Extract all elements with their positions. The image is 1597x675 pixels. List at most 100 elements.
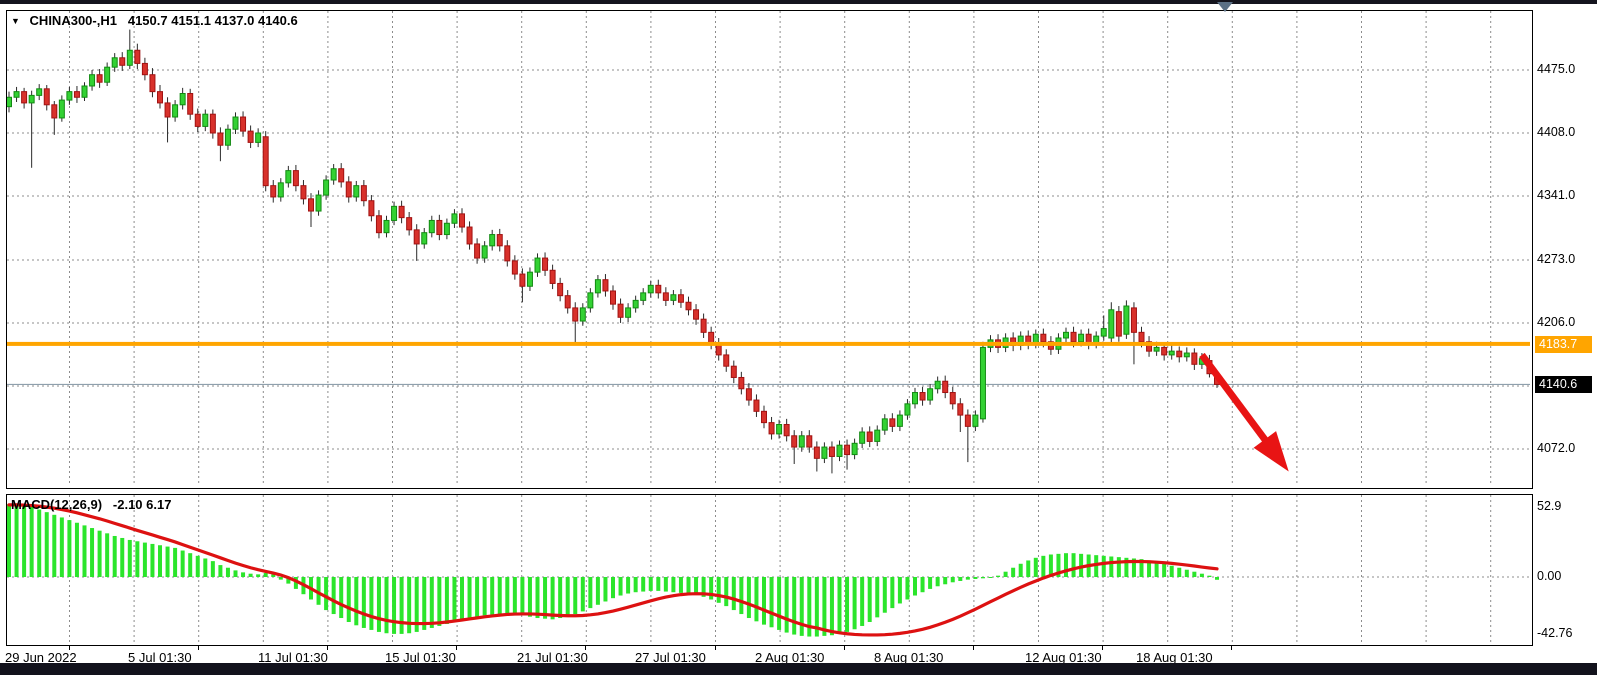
macd-bar bbox=[988, 577, 993, 578]
time-axis-label: 15 Jul 01:30 bbox=[385, 650, 456, 665]
candle-bearish bbox=[496, 234, 503, 247]
candle-bearish bbox=[866, 431, 873, 442]
candle-bearish bbox=[730, 365, 737, 378]
macd-bar bbox=[188, 553, 193, 577]
macd-bar bbox=[905, 577, 910, 600]
macd-bar bbox=[339, 577, 344, 619]
candle-bearish bbox=[187, 93, 194, 115]
macd-bar bbox=[256, 574, 261, 577]
candle-bullish bbox=[851, 442, 858, 456]
macd-bar bbox=[384, 577, 389, 634]
macd-bar bbox=[814, 577, 819, 637]
chart-shift-marker-icon[interactable] bbox=[1217, 2, 1233, 12]
time-axis-label: 29 Jun 2022 bbox=[5, 650, 77, 665]
candle-bearish bbox=[217, 132, 224, 146]
candle-bearish bbox=[73, 91, 80, 98]
candle-bearish bbox=[791, 435, 798, 448]
macd-bar bbox=[241, 572, 246, 577]
symbol-dropdown-icon[interactable]: ▼ bbox=[11, 16, 20, 26]
macd-panel[interactable]: MACD(12,26,9) -2.10 6.17 bbox=[6, 494, 1533, 646]
time-axis-tick bbox=[1102, 646, 1104, 650]
chart-title: ▼ CHINA300-,H1 4150.7 4151.1 4137.0 4140… bbox=[11, 13, 298, 28]
macd-bar bbox=[588, 577, 593, 609]
macd-bar bbox=[376, 577, 381, 632]
macd-bar bbox=[354, 577, 359, 626]
time-axis-tick bbox=[972, 646, 974, 650]
candle-bullish bbox=[179, 93, 186, 106]
macd-bar bbox=[1207, 575, 1212, 577]
candle-bearish bbox=[844, 444, 851, 456]
macd-bar bbox=[1162, 563, 1167, 577]
macd-bar bbox=[913, 577, 917, 596]
window-bottom-bar bbox=[0, 663, 1597, 675]
macd-bar bbox=[550, 577, 555, 620]
macd-bar bbox=[22, 505, 27, 577]
candle-bearish bbox=[270, 185, 277, 198]
macd-bar bbox=[1071, 553, 1076, 577]
macd-bar bbox=[573, 577, 578, 615]
macd-bar bbox=[512, 577, 517, 615]
candle-bullish bbox=[443, 222, 450, 236]
candle-bullish bbox=[670, 294, 677, 301]
macd-bar bbox=[437, 577, 442, 626]
candle-bearish bbox=[919, 392, 926, 401]
candle-bearish bbox=[700, 318, 707, 333]
macd-axis-label: 52.9 bbox=[1537, 499, 1562, 513]
time-axis-tick bbox=[843, 646, 845, 650]
time-axis-tick bbox=[456, 646, 458, 650]
candle-bearish bbox=[655, 284, 662, 294]
macd-bar bbox=[792, 577, 797, 635]
macd-bar bbox=[59, 517, 64, 577]
candle-bearish bbox=[738, 376, 745, 390]
candle-bearish bbox=[662, 292, 669, 301]
time-axis-label: 11 Jul 01:30 bbox=[258, 650, 328, 665]
candle-bullish bbox=[776, 423, 783, 435]
macd-bar bbox=[641, 577, 646, 592]
candle-bearish bbox=[51, 104, 58, 119]
candle-bearish bbox=[1070, 331, 1077, 343]
candle-bullish bbox=[224, 128, 231, 146]
macd-bar bbox=[452, 577, 457, 622]
macd-bar bbox=[709, 577, 714, 600]
macd-bar bbox=[1169, 565, 1174, 577]
candle-bearish bbox=[602, 279, 609, 292]
macd-bar bbox=[920, 577, 925, 593]
orange-level-line[interactable] bbox=[7, 341, 1530, 346]
time-axis-tick bbox=[1231, 646, 1233, 650]
candle-bearish bbox=[466, 226, 473, 245]
candle-bearish bbox=[572, 307, 579, 322]
price-axis-label: 4072.0 bbox=[1537, 440, 1576, 455]
price-chart-panel[interactable]: ▼ CHINA300-,H1 4150.7 4151.1 4137.0 4140… bbox=[6, 10, 1533, 489]
candle-bearish bbox=[338, 168, 345, 183]
time-axis-label: 21 Jul 01:30 bbox=[517, 650, 588, 665]
candle-bearish bbox=[194, 113, 201, 127]
macd-bar bbox=[663, 577, 668, 592]
candle-bullish bbox=[421, 232, 428, 245]
macd-bar bbox=[686, 577, 691, 594]
macd-axis-label: 0.00 bbox=[1537, 569, 1562, 583]
down-trend-arrow[interactable] bbox=[1199, 352, 1289, 472]
macd-bar bbox=[1079, 553, 1084, 577]
candle-bullish bbox=[979, 346, 986, 420]
candle-bullish bbox=[330, 168, 337, 181]
candle-bearish bbox=[783, 423, 790, 437]
candle-bearish bbox=[436, 219, 443, 236]
time-axis-label: 2 Aug 01:30 bbox=[755, 650, 825, 665]
macd-bar bbox=[475, 577, 480, 617]
candle-bullish bbox=[13, 91, 20, 98]
candle-bearish bbox=[149, 74, 156, 93]
macd-bar bbox=[1124, 557, 1129, 577]
candle-bearish bbox=[745, 388, 752, 401]
candle-bearish bbox=[375, 215, 382, 234]
macd-bar bbox=[1033, 557, 1038, 577]
macd-bar bbox=[52, 514, 57, 577]
macd-bar bbox=[90, 528, 95, 577]
candle-bullish bbox=[534, 257, 541, 273]
candle-bearish bbox=[889, 418, 896, 427]
candle-bullish bbox=[104, 66, 111, 83]
candle-bullish bbox=[896, 414, 903, 427]
macd-bar bbox=[807, 577, 812, 637]
macd-bar bbox=[656, 577, 661, 591]
macd-bar bbox=[173, 547, 178, 577]
